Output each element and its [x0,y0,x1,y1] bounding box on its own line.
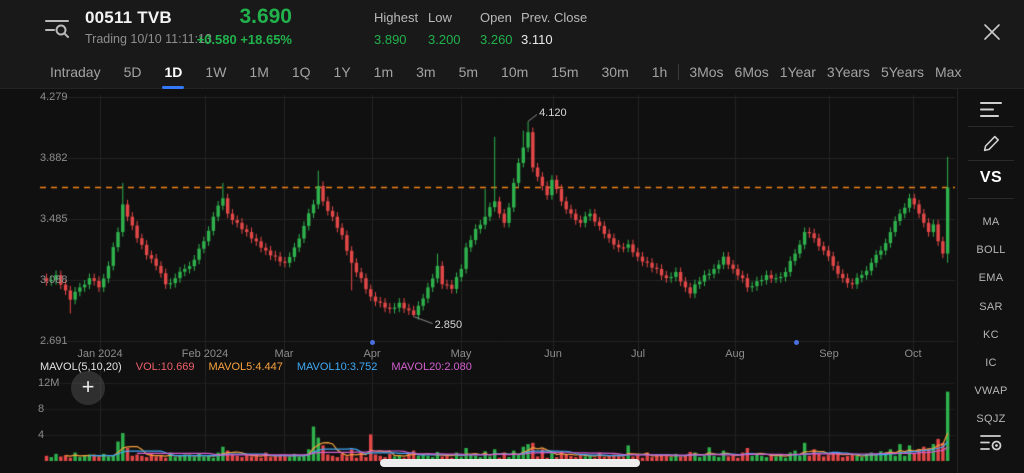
stat-value: 3.200 [428,32,461,47]
stat-label: Open [480,10,512,25]
sidebar-divider [968,160,1014,161]
search-quote-icon[interactable] [44,15,74,45]
last-price: 3.690 [239,5,292,28]
sidebar-indicator-vwap[interactable]: VWAP [974,385,1008,398]
stat-label: Highest [374,10,419,25]
tab-intraday[interactable]: Intraday [50,64,101,80]
tab-max[interactable]: Max [935,64,962,80]
tab-10m[interactable]: 10m [501,64,529,80]
sidebar-indicator-ic[interactable]: IC [985,357,997,369]
x-axis-month-label: Aug [725,348,745,360]
mavol10-value: MAVOL10:3.752 [296,361,378,373]
sidebar-divider [968,126,1014,127]
price-change: +0.580 +18.65% [196,32,292,47]
x-axis-month-label: Jun [544,348,562,360]
close-icon[interactable] [978,18,1006,46]
price-axis-label: 3.485 [40,212,68,225]
mavol-title: MAVOL(5,10,20) [40,361,122,373]
tab-3mos[interactable]: 3Mos [689,64,724,80]
x-axis-month-label: Mar [274,348,294,360]
stat-label: Prev. Close [521,10,588,25]
x-axis-month-label: Oct [904,348,922,360]
tab-group-secondary: 3Mos 6Mos 1Year 3Years 5Years Max [688,62,962,82]
volume-axis-label: 8 [38,403,45,415]
stat-value: 3.890 [374,32,407,47]
price-axis-label: 3.088 [40,273,68,286]
tab-1m[interactable]: 1m [373,64,394,80]
price-axis-label: 4.279 [40,91,68,103]
indicator-list-icon[interactable] [958,101,1024,123]
x-axis-month-label: May [450,348,472,360]
tab-6mos[interactable]: 6Mos [734,64,769,80]
x-axis-month-label: Sep [819,348,839,360]
tab-group-primary: Intraday 5D 1D 1W 1M 1Q 1Y 1m 3m 5m 10m 15m 30m 1h [49,62,668,82]
symbol-title: 00511 TVB [85,8,172,27]
tab-30m[interactable]: 30m [601,64,629,80]
sidebar-indicator-ema[interactable]: EMA [978,272,1004,285]
mavol20-value: MAVOL20:2.080 [391,361,472,373]
stat-value: 3.110 [521,32,553,47]
price-annotation: 4.120 [539,107,567,120]
tab-5d[interactable]: 5D [123,64,142,80]
price-annotation: 2.850 [434,318,463,331]
stat-label: Low [428,10,452,25]
tab-3m[interactable]: 3m [416,64,436,80]
volume-axis-label: 12M [38,377,60,389]
vol-value: VOL:10.669 [135,361,195,373]
tab-3years[interactable]: 3Years [826,64,870,80]
indicator-settings-icon[interactable] [958,433,1024,457]
sidebar-indicator-boll[interactable]: BOLL [976,244,1006,257]
sidebar-indicator-sqjz[interactable]: SQJZ [976,413,1006,426]
timeframe-tabbar: Intraday 5D 1D 1W 1M 1Q 1Y 1m 3m 5m 10m 15m 30m 1h 3M… [0,56,1024,89]
sidebar-indicator-kc[interactable]: KC [983,328,999,341]
vs-compare-button[interactable]: VS [979,169,1003,186]
mavol5-value: MAVOL5:4.447 [208,361,283,373]
tab-1year[interactable]: 1Year [779,64,816,80]
tab-5m[interactable]: 5m [458,64,479,80]
header: 00511 TVB Trading 10/10 11:11:13 3.690 +… [0,0,1024,56]
tab-group-divider [678,64,680,80]
price-axis-label: 2.691 [40,334,68,347]
h-scrollbar-thumb[interactable] [380,459,640,467]
event-dot[interactable] [370,340,375,345]
volume-axis-label: 4 [38,429,45,441]
add-indicator-button[interactable]: + [71,371,105,405]
event-dot[interactable] [794,340,799,345]
tab-15m[interactable]: 15m [551,64,579,80]
draw-pencil-icon[interactable] [958,133,1024,159]
sidebar-indicator-sar[interactable]: SAR [979,300,1003,313]
x-axis-month-label: Feb 2024 [181,348,229,360]
x-axis-month-label: Jul [630,348,646,360]
trading-status: Trading 10/10 11:11:13 [85,32,212,46]
tab-1d[interactable]: 1D [164,64,183,80]
volume-indicator-legend[interactable]: MAVOL(5,10,20) VOL:10.669 MAVOL5:4.447 M… [40,361,472,373]
tab-1y[interactable]: 1Y [333,64,351,80]
sidebar-indicator-ma[interactable]: MA [982,216,1000,228]
tab-1m[interactable]: 1M [249,64,269,80]
tab-1h[interactable]: 1h [651,64,668,80]
indicator-sidebar: VS MA BOLL EMA SAR KC IC VWAP SQJZ [957,89,1024,473]
price-axis-label: 3.882 [40,151,68,164]
x-axis-month-label: Apr [363,348,381,360]
stat-value: 3.260 [480,32,513,47]
tab-1w[interactable]: 1W [205,64,227,80]
tab-5years[interactable]: 5Years [880,64,925,80]
x-axis-month-label: Jan 2024 [77,348,123,360]
tab-1q[interactable]: 1Q [291,64,311,80]
sidebar-divider [968,198,1014,199]
